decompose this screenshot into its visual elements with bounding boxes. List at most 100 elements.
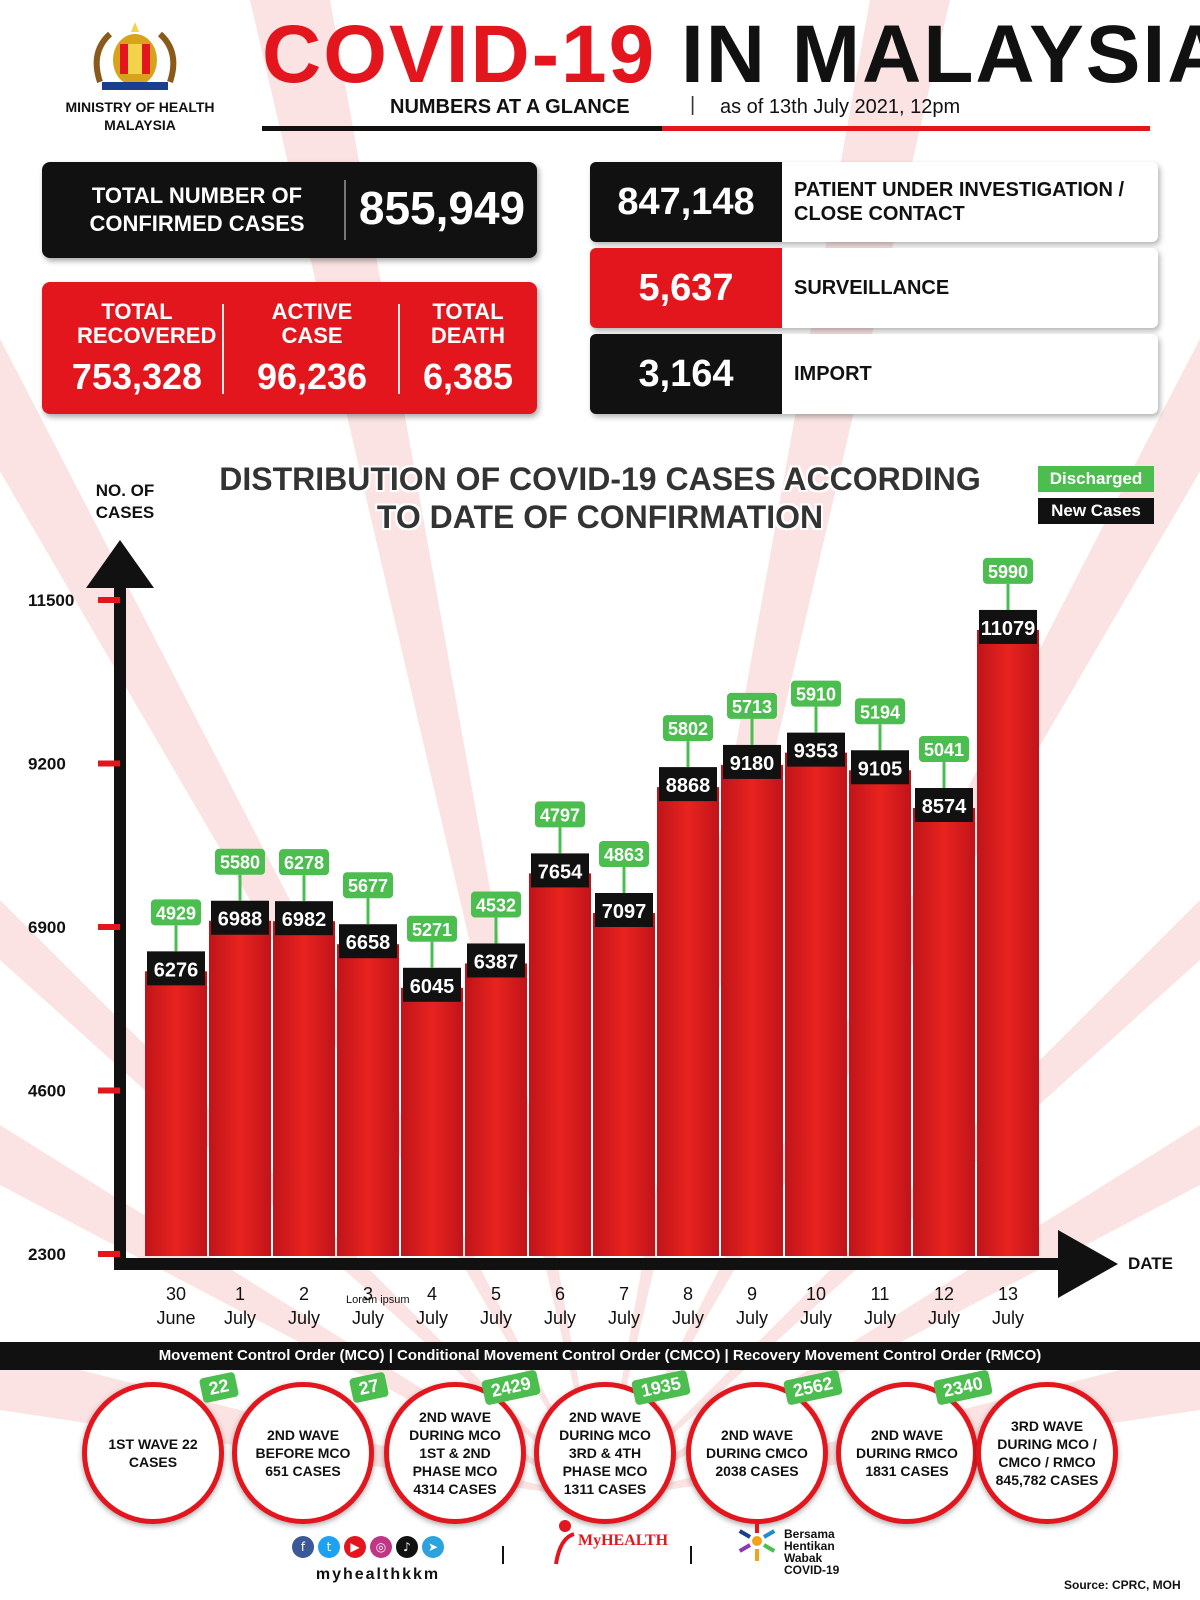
outcome-box: TOTAL RECOVERED 753,328 ACTIVE CASE 96,2… [42, 282, 537, 414]
recovered-label: TOTAL RECOVERED [77, 299, 217, 348]
discharged-value-label: 4797 [540, 805, 580, 825]
x-tick-day: 12 [934, 1284, 954, 1304]
title-covid: COVID-19 [262, 9, 657, 100]
y-tick-label: 9200 [28, 755, 66, 774]
wave-circle: 1ST WAVE 22 CASES 22 [82, 1371, 240, 1524]
x-axis-arrow [1058, 1230, 1118, 1298]
discharged-value-label: 4929 [156, 903, 196, 923]
new-cases-label-bg [147, 951, 205, 986]
x-tick-month: July [864, 1308, 896, 1328]
source-note: Source: CPRC, MOH [1064, 1578, 1181, 1592]
legend-new-cases: New Cases [1038, 498, 1154, 524]
y-tick-label: 4600 [28, 1082, 66, 1101]
new-cases-label-bg [915, 788, 973, 823]
facebook-icon[interactable]: f [292, 1536, 314, 1558]
tiktok-icon[interactable]: ♪ [396, 1536, 418, 1558]
discharged-value-label: 5041 [924, 740, 964, 760]
wave-text: 2ND WAVE DURING MCO 1ST & 2ND PHASE MCO … [409, 1409, 501, 1497]
x-tick-day: 13 [998, 1284, 1018, 1304]
bar-new-cases [209, 920, 271, 1256]
new-cases-label-bg [659, 767, 717, 802]
footer-separator [690, 1546, 692, 1564]
discharged-label-bg [727, 692, 777, 719]
new-cases-label-bg [595, 892, 653, 927]
subtitle-line: NUMBERS AT A GLANCE | as of 13th July 20… [262, 94, 1142, 124]
new-cases-label-bg [275, 901, 333, 936]
discharged-value-label: 5802 [668, 719, 708, 739]
new-cases-label-bg [787, 732, 845, 767]
discharged-value-label: 5580 [220, 853, 260, 873]
subtitle-separator: | [690, 94, 696, 116]
page-title: COVID-19 IN MALAYSIA [262, 9, 1200, 100]
twitter-icon[interactable]: t [318, 1536, 340, 1558]
new-cases-value-label: 6982 [282, 909, 327, 931]
discharged-value-label: 5194 [860, 702, 900, 722]
wave-text: 2ND WAVE BEFORE MCO 651 CASES [255, 1427, 351, 1479]
bar-new-cases [273, 921, 335, 1256]
myhealth-figure-icon [554, 1520, 575, 1565]
x-axis-label: DATE [1128, 1254, 1174, 1273]
chart-annotation: Lorem ipsum [346, 1294, 410, 1306]
breakdown-row-surveillance: 5,637 SURVEILLANCE [590, 248, 1158, 328]
active-value: 96,236 [256, 356, 368, 397]
new-cases-label-bg [851, 750, 909, 785]
mco-band: Movement Control Order (MCO) | Condition… [0, 1342, 1200, 1370]
new-cases-value-label: 6045 [410, 976, 455, 998]
social-handle: myhealthkkm [315, 1566, 441, 1583]
discharged-value-label: 5271 [412, 920, 452, 940]
header-rule-black [262, 126, 662, 131]
y-tick-mark [98, 1087, 120, 1094]
wave-circle: 3RD WAVE DURING MCO / CMCO / RMCO 845,78… [976, 1382, 1118, 1524]
bar-new-cases [785, 752, 847, 1256]
active-cell: ACTIVE CASE 96,236 [232, 300, 392, 402]
as-of-date: as of 13th July 2021, 12pm [720, 96, 961, 118]
bar-new-cases [337, 944, 399, 1256]
chart-title: DISTRIBUTION OF COVID-19 CASES ACCORDING… [219, 461, 981, 535]
recovered-value: 753,328 [71, 356, 203, 397]
x-tick-month: July [352, 1308, 384, 1328]
bar-new-cases [977, 629, 1039, 1256]
discharged-value-label: 4863 [604, 845, 644, 865]
wave-circle: 2ND WAVE DURING CMCO 2038 CASES 2562 [686, 1369, 843, 1524]
new-cases-label-bg [339, 924, 397, 959]
discharged-label-bg [983, 557, 1033, 584]
instagram-icon[interactable]: ◎ [370, 1536, 392, 1558]
bar-new-cases [529, 873, 591, 1256]
active-label: ACTIVE CASE [271, 299, 353, 348]
total-confirmed-value: 855,949 [358, 182, 526, 234]
new-cases-value-label: 9105 [858, 758, 903, 780]
telegram-icon[interactable]: ➤ [422, 1536, 444, 1558]
new-cases-label-bg [979, 609, 1037, 644]
wave-circle: 2ND WAVE DURING RMCO 1831 CASES 2340 [836, 1369, 993, 1524]
x-tick-month: July [544, 1308, 576, 1328]
x-tick-month: July [672, 1308, 704, 1328]
x-tick-month: July [800, 1308, 832, 1328]
y-tick-mark [98, 924, 120, 930]
x-tick-day: 7 [619, 1284, 629, 1304]
total-confirmed-label: TOTAL NUMBER OF CONFIRMED CASES [89, 183, 305, 236]
discharged-label-bg [151, 899, 201, 926]
y-tick-label: 6900 [28, 918, 66, 937]
coat-of-arms-logo [93, 22, 177, 90]
discharged-value-label: 5910 [796, 685, 836, 705]
wave-text: 3RD WAVE DURING MCO / CMCO / RMCO 845,78… [995, 1418, 1099, 1488]
discharged-label-bg [407, 915, 457, 942]
x-tick-month: July [992, 1308, 1024, 1328]
x-tick-day: 4 [427, 1284, 437, 1304]
x-tick-month: July [608, 1308, 640, 1328]
discharged-label-bg [663, 715, 713, 742]
wave-circle: 2ND WAVE DURING MCO 1ST & 2ND PHASE MCO … [384, 1369, 541, 1524]
box-divider [344, 180, 346, 240]
youtube-icon[interactable]: ▶ [344, 1536, 366, 1558]
new-cases-value-label: 7654 [538, 861, 583, 883]
wave-text: 1ST WAVE 22 CASES [108, 1436, 198, 1470]
discharged-value-label: 5677 [348, 876, 388, 896]
breakdown-label: IMPORT [794, 363, 872, 385]
x-tick-day: 6 [555, 1284, 565, 1304]
breakdown-value: 3,164 [590, 334, 782, 414]
myhealth-logo: MyHEALTH [550, 1518, 668, 1578]
discharged-label-bg [855, 698, 905, 725]
x-tick-month: July [288, 1308, 320, 1328]
social-icons: f t ▶ ◎ ♪ ➤ [292, 1536, 448, 1558]
